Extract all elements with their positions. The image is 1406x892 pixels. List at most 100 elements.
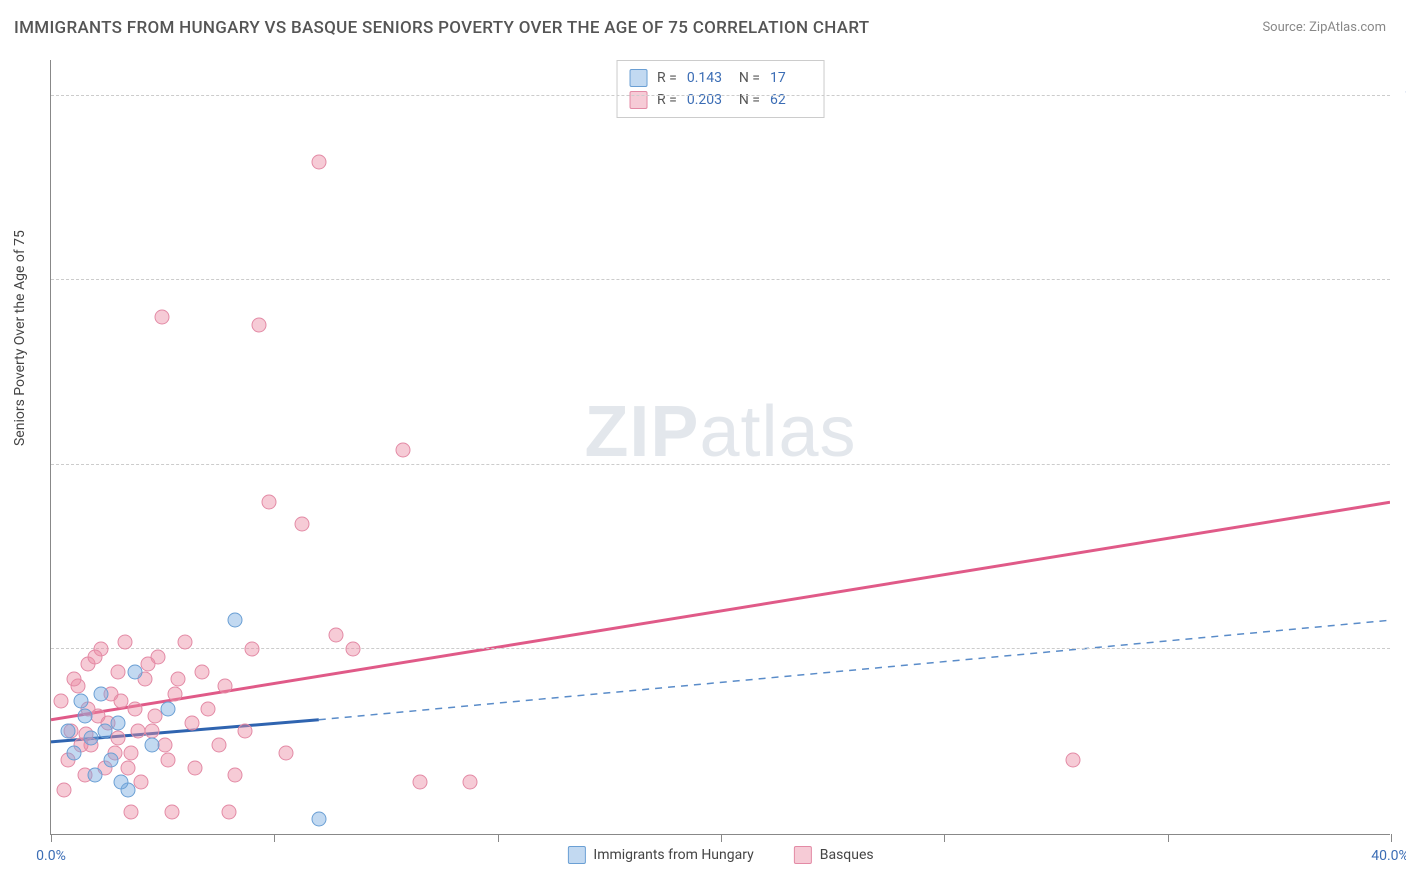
- series2-marker: [295, 517, 310, 532]
- series1-marker: [114, 775, 129, 790]
- series2-marker: [412, 775, 427, 790]
- series2-marker: [157, 738, 172, 753]
- series1-marker: [161, 701, 176, 716]
- series2-marker: [261, 494, 276, 509]
- series1-swatch: [629, 69, 647, 87]
- x-tick-label-max: 40.0%: [1371, 848, 1406, 864]
- series1-marker: [312, 812, 327, 827]
- x-tick-label-min: 0.0%: [36, 848, 66, 864]
- x-tick: [1168, 834, 1169, 842]
- series2-marker: [228, 767, 243, 782]
- series2-swatch: [629, 91, 647, 109]
- series2-marker: [1065, 753, 1080, 768]
- series1-marker: [87, 767, 102, 782]
- series1-marker: [77, 708, 92, 723]
- y-tick-label: 50.0%: [1395, 457, 1406, 473]
- x-tick: [944, 834, 945, 842]
- series2-marker: [312, 155, 327, 170]
- watermark-atlas: atlas: [699, 392, 856, 472]
- series1-swatch: [567, 846, 585, 864]
- x-tick: [51, 834, 52, 842]
- chart-container: IMMIGRANTS FROM HUNGARY VS BASQUE SENIOR…: [0, 0, 1406, 892]
- series2-marker: [167, 686, 182, 701]
- series1-marker: [127, 664, 142, 679]
- series2-marker: [57, 782, 72, 797]
- series1-marker: [94, 686, 109, 701]
- source-name: ZipAtlas.com: [1309, 20, 1386, 35]
- n-label: N =: [739, 70, 760, 86]
- series2-marker: [164, 804, 179, 819]
- legend-item: Immigrants from Hungary: [567, 846, 753, 864]
- series2-marker: [238, 723, 253, 738]
- series2-marker: [161, 753, 176, 768]
- x-tick: [1391, 834, 1392, 842]
- watermark: ZIPatlas: [584, 391, 856, 473]
- gridline: [51, 95, 1390, 96]
- series2-marker: [211, 738, 226, 753]
- series1-marker: [144, 738, 159, 753]
- y-axis-title: Seniors Poverty Over the Age of 75: [12, 230, 28, 446]
- series1-marker: [60, 723, 75, 738]
- series1-marker: [67, 745, 82, 760]
- x-tick: [721, 834, 722, 842]
- series1-marker: [111, 716, 126, 731]
- x-tick: [498, 834, 499, 842]
- y-tick-label: 25.0%: [1395, 641, 1406, 657]
- series2-marker: [127, 701, 142, 716]
- n-value: 17: [770, 70, 812, 86]
- series2-marker: [134, 775, 149, 790]
- chart-title: IMMIGRANTS FROM HUNGARY VS BASQUE SENIOR…: [14, 18, 869, 38]
- series2-marker: [188, 760, 203, 775]
- correlation-legend: R = 0.143 N = 17 R = 0.203 N = 62: [616, 60, 825, 118]
- series2-marker: [345, 642, 360, 657]
- series2-marker: [184, 716, 199, 731]
- series2-marker: [131, 723, 146, 738]
- series2-marker: [462, 775, 477, 790]
- series2-marker: [178, 635, 193, 650]
- gridline: [51, 464, 1390, 465]
- series2-swatch: [794, 846, 812, 864]
- series2-marker: [328, 627, 343, 642]
- watermark-zip: ZIP: [584, 392, 699, 472]
- source-label: Source:: [1262, 20, 1305, 35]
- series1-marker: [74, 694, 89, 709]
- series2-marker: [395, 443, 410, 458]
- y-tick-label: 75.0%: [1395, 272, 1406, 288]
- plot-area: ZIPatlas R = 0.143 N = 17 R = 0.203 N = …: [50, 60, 1390, 835]
- series2-marker: [154, 310, 169, 325]
- series-legend: Immigrants from Hungary Basques: [567, 846, 873, 864]
- series2-marker: [201, 701, 216, 716]
- series2-marker: [251, 317, 266, 332]
- legend-row: R = 0.203 N = 62: [629, 89, 812, 111]
- r-value: 0.143: [687, 70, 729, 86]
- series2-marker: [114, 694, 129, 709]
- y-tick-label: 100.0%: [1395, 88, 1406, 104]
- gridline: [51, 279, 1390, 280]
- legend-label: Basques: [820, 847, 874, 863]
- series2-marker: [111, 731, 126, 746]
- series2-marker: [117, 635, 132, 650]
- series1-marker: [228, 612, 243, 627]
- series2-marker: [141, 657, 156, 672]
- series2-marker: [111, 664, 126, 679]
- series2-marker: [194, 664, 209, 679]
- series2-marker: [54, 694, 69, 709]
- trend-lines: [51, 60, 1390, 834]
- series2-marker: [124, 745, 139, 760]
- x-tick: [274, 834, 275, 842]
- series1-marker: [104, 753, 119, 768]
- series2-marker: [218, 679, 233, 694]
- series2-marker: [87, 649, 102, 664]
- legend-label: Immigrants from Hungary: [593, 847, 753, 863]
- series2-marker: [67, 672, 82, 687]
- source-attribution: Source: ZipAtlas.com: [1262, 20, 1386, 35]
- series2-marker: [278, 745, 293, 760]
- series2-marker: [144, 723, 159, 738]
- series2-marker: [221, 804, 236, 819]
- series2-marker: [124, 804, 139, 819]
- legend-item: Basques: [794, 846, 874, 864]
- series2-marker: [171, 672, 186, 687]
- legend-row: R = 0.143 N = 17: [629, 67, 812, 89]
- series2-marker: [245, 642, 260, 657]
- series2-marker: [121, 760, 136, 775]
